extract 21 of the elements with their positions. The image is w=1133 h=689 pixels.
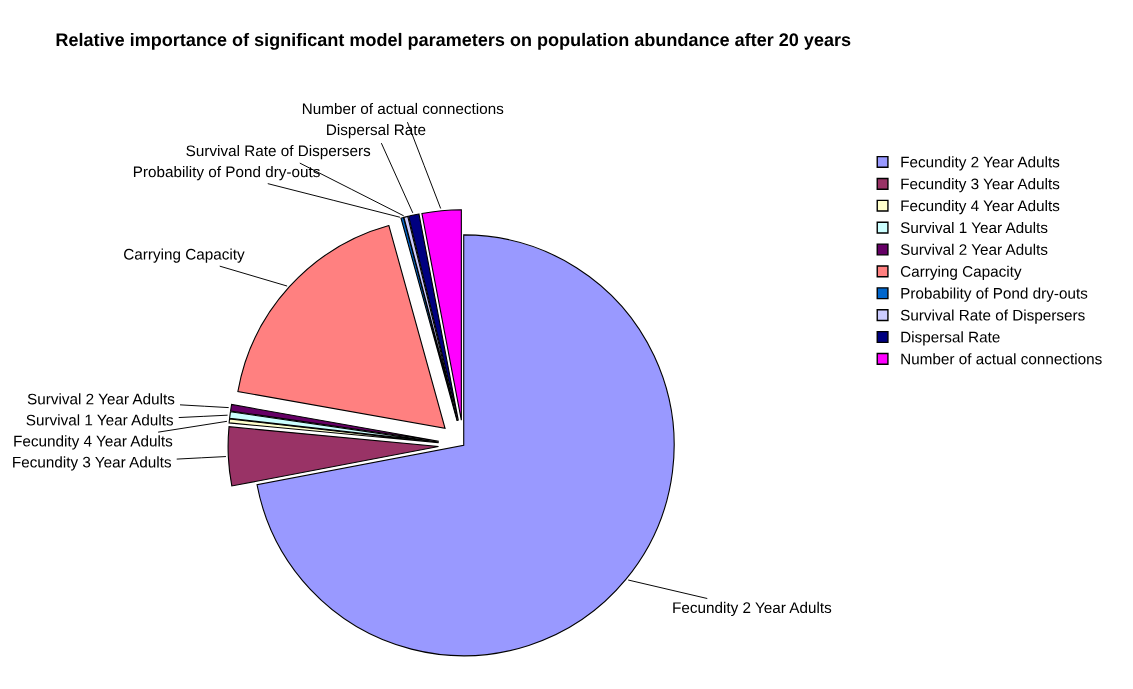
legend-label: Fecundity 3 Year Adults [901,178,1060,193]
slice-label: Fecundity 2 Year Adults [673,601,832,617]
legend-label: Dispersal Rate [901,331,1000,346]
legend-label: Survival Rate of Dispersers [900,309,1085,324]
slice-label: Survival 2 Year Adults [27,393,175,405]
legend-label: Survival 1 Year Adults [900,221,1048,234]
slice-label: Number of actual connections [302,102,504,115]
slice-label: Carrying Capacity [124,248,245,263]
slice-label: Fecundity 3 Year Adults [13,456,172,471]
legend-label: Probability of Pond dry-outs [901,287,1088,302]
legend-label: Survival 2 Year Adults [900,243,1048,255]
slice-label: Fecundity 4 Year Adults [14,435,173,450]
legend-label: Fecundity 2 Year Adults [901,156,1060,171]
legend-label: Fecundity 4 Year Adults [901,200,1060,215]
slice-label: Probability of Pond dry-outs [133,166,320,181]
category-label: Dispersal Rate [327,123,426,139]
chart-title: Relative importance of significant model parameters on population abundance after 20 years [56,32,851,50]
slice-label: Survival 1 Year Adults [26,414,174,426]
legend-label: Number of actual connections [901,353,1102,365]
slice-label: Survival Rate of Dispersers [186,144,371,160]
legend-label: Carrying Capacity [900,265,1022,280]
